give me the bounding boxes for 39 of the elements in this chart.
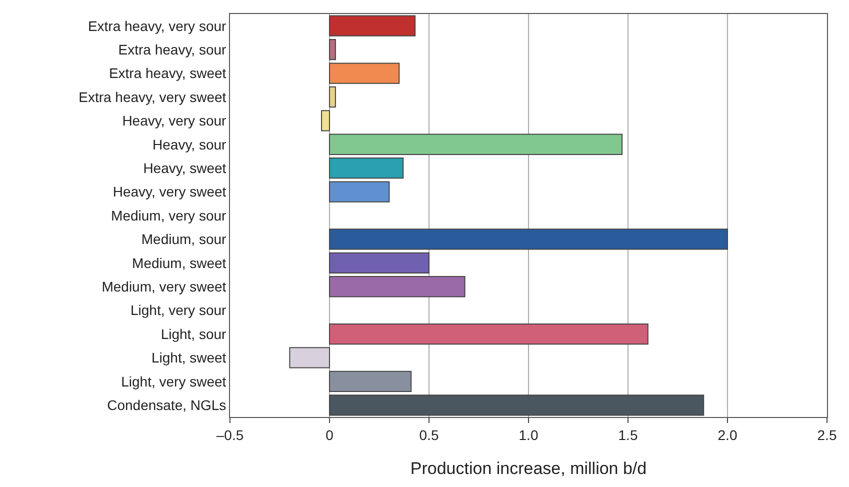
bar	[329, 158, 404, 179]
y-tick-label: Medium, sour	[141, 231, 227, 248]
bar	[329, 15, 416, 36]
y-tick-label: Extra heavy, sweet	[108, 65, 226, 82]
bar	[329, 370, 412, 392]
y-tick-label: Heavy, sour	[152, 136, 227, 152]
y-tick-label: Heavy, sweet	[143, 160, 226, 176]
bar	[329, 228, 728, 250]
x-tick-label: 2.5	[817, 426, 837, 443]
y-tick-label: Condensate, NGLs	[107, 397, 226, 414]
x-tick-label: –0.5	[216, 426, 244, 443]
x-tick-label: 0.5	[419, 426, 439, 443]
x-tick-label: 1.5	[618, 426, 638, 443]
y-tick-label: Light, sweet	[151, 350, 226, 366]
x-tick-label: 2.0	[718, 426, 738, 443]
bar	[329, 323, 648, 345]
y-tick-label: Light, very sour	[130, 302, 227, 318]
y-tick-label: Extra heavy, very sour	[88, 18, 227, 34]
y-tick-label: Light, very sweet	[121, 373, 226, 390]
bar	[329, 276, 466, 298]
y-tick-label: Extra heavy, very sweet	[78, 88, 226, 105]
bar	[329, 181, 390, 202]
bar	[329, 86, 336, 108]
y-tick-label: Light, sour	[160, 326, 227, 342]
x-tick-label: 0	[326, 426, 334, 443]
bar	[289, 347, 330, 368]
bar	[329, 134, 623, 155]
y-tick-label: Heavy, very sweet	[112, 184, 226, 200]
bar	[329, 62, 400, 84]
x-axis-title: Production increase, million b/d	[410, 459, 647, 478]
bar	[321, 110, 330, 132]
y-tick-label: Medium, sweet	[132, 254, 226, 271]
y-tick-label: Extra heavy, sour	[118, 41, 227, 58]
bar	[329, 252, 430, 274]
y-tick-label: Heavy, very sour	[122, 112, 227, 129]
bar	[329, 38, 336, 60]
y-tick-label: Medium, very sour	[111, 207, 227, 224]
y-tick-label: Medium, very sweet	[102, 278, 226, 295]
x-tick-label: 1.0	[518, 426, 538, 443]
